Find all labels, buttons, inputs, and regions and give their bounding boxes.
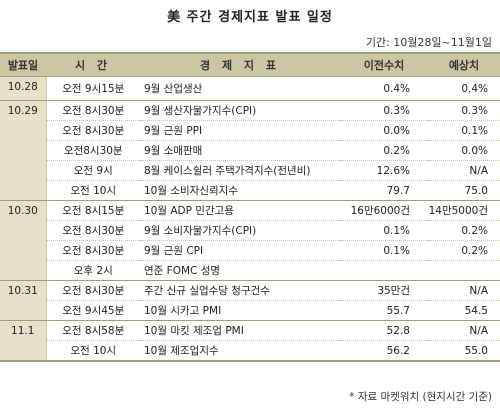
table-row: 11.1 오전 8시58분 10월 마킷 제조업 PMI 52.8 N/A [0, 320, 500, 362]
indicator-cell: 10월 마킷 제조업 PMI [140, 320, 340, 341]
previous-cell: 0.2% [340, 140, 428, 161]
indicator-cell: 9월 생산자물가지수(CPI) [140, 100, 340, 121]
indicator-cell: 9월 소매판매 [140, 140, 340, 161]
indicator-cell: 10월 소비자신뢰지수 [140, 180, 340, 201]
previous-cell: 79.7 [340, 180, 428, 201]
date-cell: 11.1 [0, 320, 47, 362]
time-cell: 오전 9시15분 [46, 76, 140, 101]
previous-cell: 0.1% [340, 220, 428, 241]
previous-cell: 0.1% [340, 240, 428, 261]
table-row: 오전 9시45분 10월 시카고 PMI 55.7 54.5 [0, 300, 500, 321]
time-cell: 오후 2시 [46, 260, 140, 281]
indicator-cell: 9월 근원 PPI [140, 120, 340, 141]
date-cell: 10.31 [0, 280, 47, 321]
forecast-cell: 0.4% [428, 76, 500, 101]
forecast-cell: 75.0 [428, 180, 500, 201]
forecast-cell: 0.3% [428, 100, 500, 121]
table-row: 10.31 오전 8시30분 주간 신규 실업수당 청구건수 35만건 N/A [0, 280, 500, 321]
date-cell: 10.29 [0, 100, 47, 201]
previous-cell [340, 260, 428, 281]
forecast-cell: N/A [428, 160, 500, 181]
time-cell: 오전 10시 [46, 180, 140, 201]
forecast-cell: 0.1% [428, 120, 500, 141]
time-cell: 오전 8시30분 [46, 100, 140, 121]
indicator-cell: 9월 근원 CPI [140, 240, 340, 261]
table-row: 10.28 오전 9시15분 9월 산업생산 0.4% 0.4% [0, 76, 500, 101]
time-cell: 오전 10시 [46, 340, 140, 362]
time-cell: 오전 9시 [46, 160, 140, 181]
header-time: 시 간 [46, 52, 140, 77]
table-row: 오전 8시30분 9월 근원 PPI 0.0% 0.1% [0, 120, 500, 141]
table-row: 오전 10시 10월 제조업지수 56.2 55.0 [0, 340, 500, 362]
time-cell: 오전 9시45분 [46, 300, 140, 321]
page-title: 美 주간 경제지표 발표 일정 [167, 10, 333, 25]
previous-cell: 0.4% [340, 76, 428, 101]
header-forecast: 예상치 [428, 52, 500, 77]
indicator-cell: 주간 신규 실업수당 청구건수 [140, 280, 340, 301]
date-cell: 10.28 [0, 76, 47, 101]
indicator-cell: 8월 케이스쉴러 주택가격지수(전년비) [140, 160, 340, 181]
table-row: 오전 8시30분 9월 소비자물가지수(CPI) 0.1% 0.2% [0, 220, 500, 241]
table-row: 10.30 오전 8시15분 10월 ADP 민간고용 16만6000건 14만… [0, 200, 500, 281]
time-cell: 오전 8시30분 [46, 240, 140, 261]
header-row: 발표일 시 간 경 제 지 표 이전수치 예상치 [0, 52, 500, 77]
period-label: 기간: 10월28일~11월1일 [365, 36, 492, 49]
schedule-table: 발표일 시 간 경 제 지 표 이전수치 예상치 10.28 오전 9시15분 … [0, 52, 500, 362]
forecast-cell [428, 260, 500, 281]
forecast-cell: 0.2% [428, 220, 500, 241]
date-cell: 10.30 [0, 200, 47, 281]
source-note: * 자료 마켓워치 (현지시간 기준) [349, 391, 492, 403]
table-row: 오전 8시30분 9월 근원 CPI 0.1% 0.2% [0, 240, 500, 261]
time-cell: 오전 8시15분 [46, 200, 140, 221]
forecast-cell: 55.0 [428, 340, 500, 362]
table-row: 오전8시30분 9월 소매판매 0.2% 0.0% [0, 140, 500, 161]
forecast-cell: 14만5000건 [428, 200, 500, 221]
forecast-cell: 54.5 [428, 300, 500, 321]
forecast-cell: 0.2% [428, 240, 500, 261]
previous-cell: 55.7 [340, 300, 428, 321]
forecast-cell: N/A [428, 320, 500, 341]
previous-cell: 52.8 [340, 320, 428, 341]
time-cell: 오전 8시30분 [46, 280, 140, 301]
header-previous: 이전수치 [340, 52, 428, 77]
forecast-cell: 0.0% [428, 140, 500, 161]
time-cell: 오전 8시30분 [46, 120, 140, 141]
indicator-cell: 연준 FOMC 성명 [140, 260, 340, 281]
indicator-cell: 9월 산업생산 [140, 76, 340, 101]
previous-cell: 12.6% [340, 160, 428, 181]
indicator-cell: 10월 ADP 민간고용 [140, 200, 340, 221]
table-row: 오전 9시 8월 케이스쉴러 주택가격지수(전년비) 12.6% N/A [0, 160, 500, 181]
previous-cell: 16만6000건 [340, 200, 428, 221]
header-date: 발표일 [0, 52, 46, 77]
previous-cell: 0.3% [340, 100, 428, 121]
header-indicator: 경 제 지 표 [140, 52, 340, 77]
previous-cell: 35만건 [340, 280, 428, 301]
time-cell: 오전 8시58분 [46, 320, 140, 341]
time-cell: 오전8시30분 [46, 140, 140, 161]
indicator-cell: 10월 시카고 PMI [140, 300, 340, 321]
table-row: 오전 10시 10월 소비자신뢰지수 79.7 75.0 [0, 180, 500, 201]
previous-cell: 56.2 [340, 340, 428, 362]
indicator-cell: 9월 소비자물가지수(CPI) [140, 220, 340, 241]
time-cell: 오전 8시30분 [46, 220, 140, 241]
table-row: 10.29 오전 8시30분 9월 생산자물가지수(CPI) 0.3% 0.3% [0, 100, 500, 201]
indicator-cell: 10월 제조업지수 [140, 340, 340, 362]
previous-cell: 0.0% [340, 120, 428, 141]
forecast-cell: N/A [428, 280, 500, 301]
table-row: 오후 2시 연준 FOMC 성명 [0, 260, 500, 281]
